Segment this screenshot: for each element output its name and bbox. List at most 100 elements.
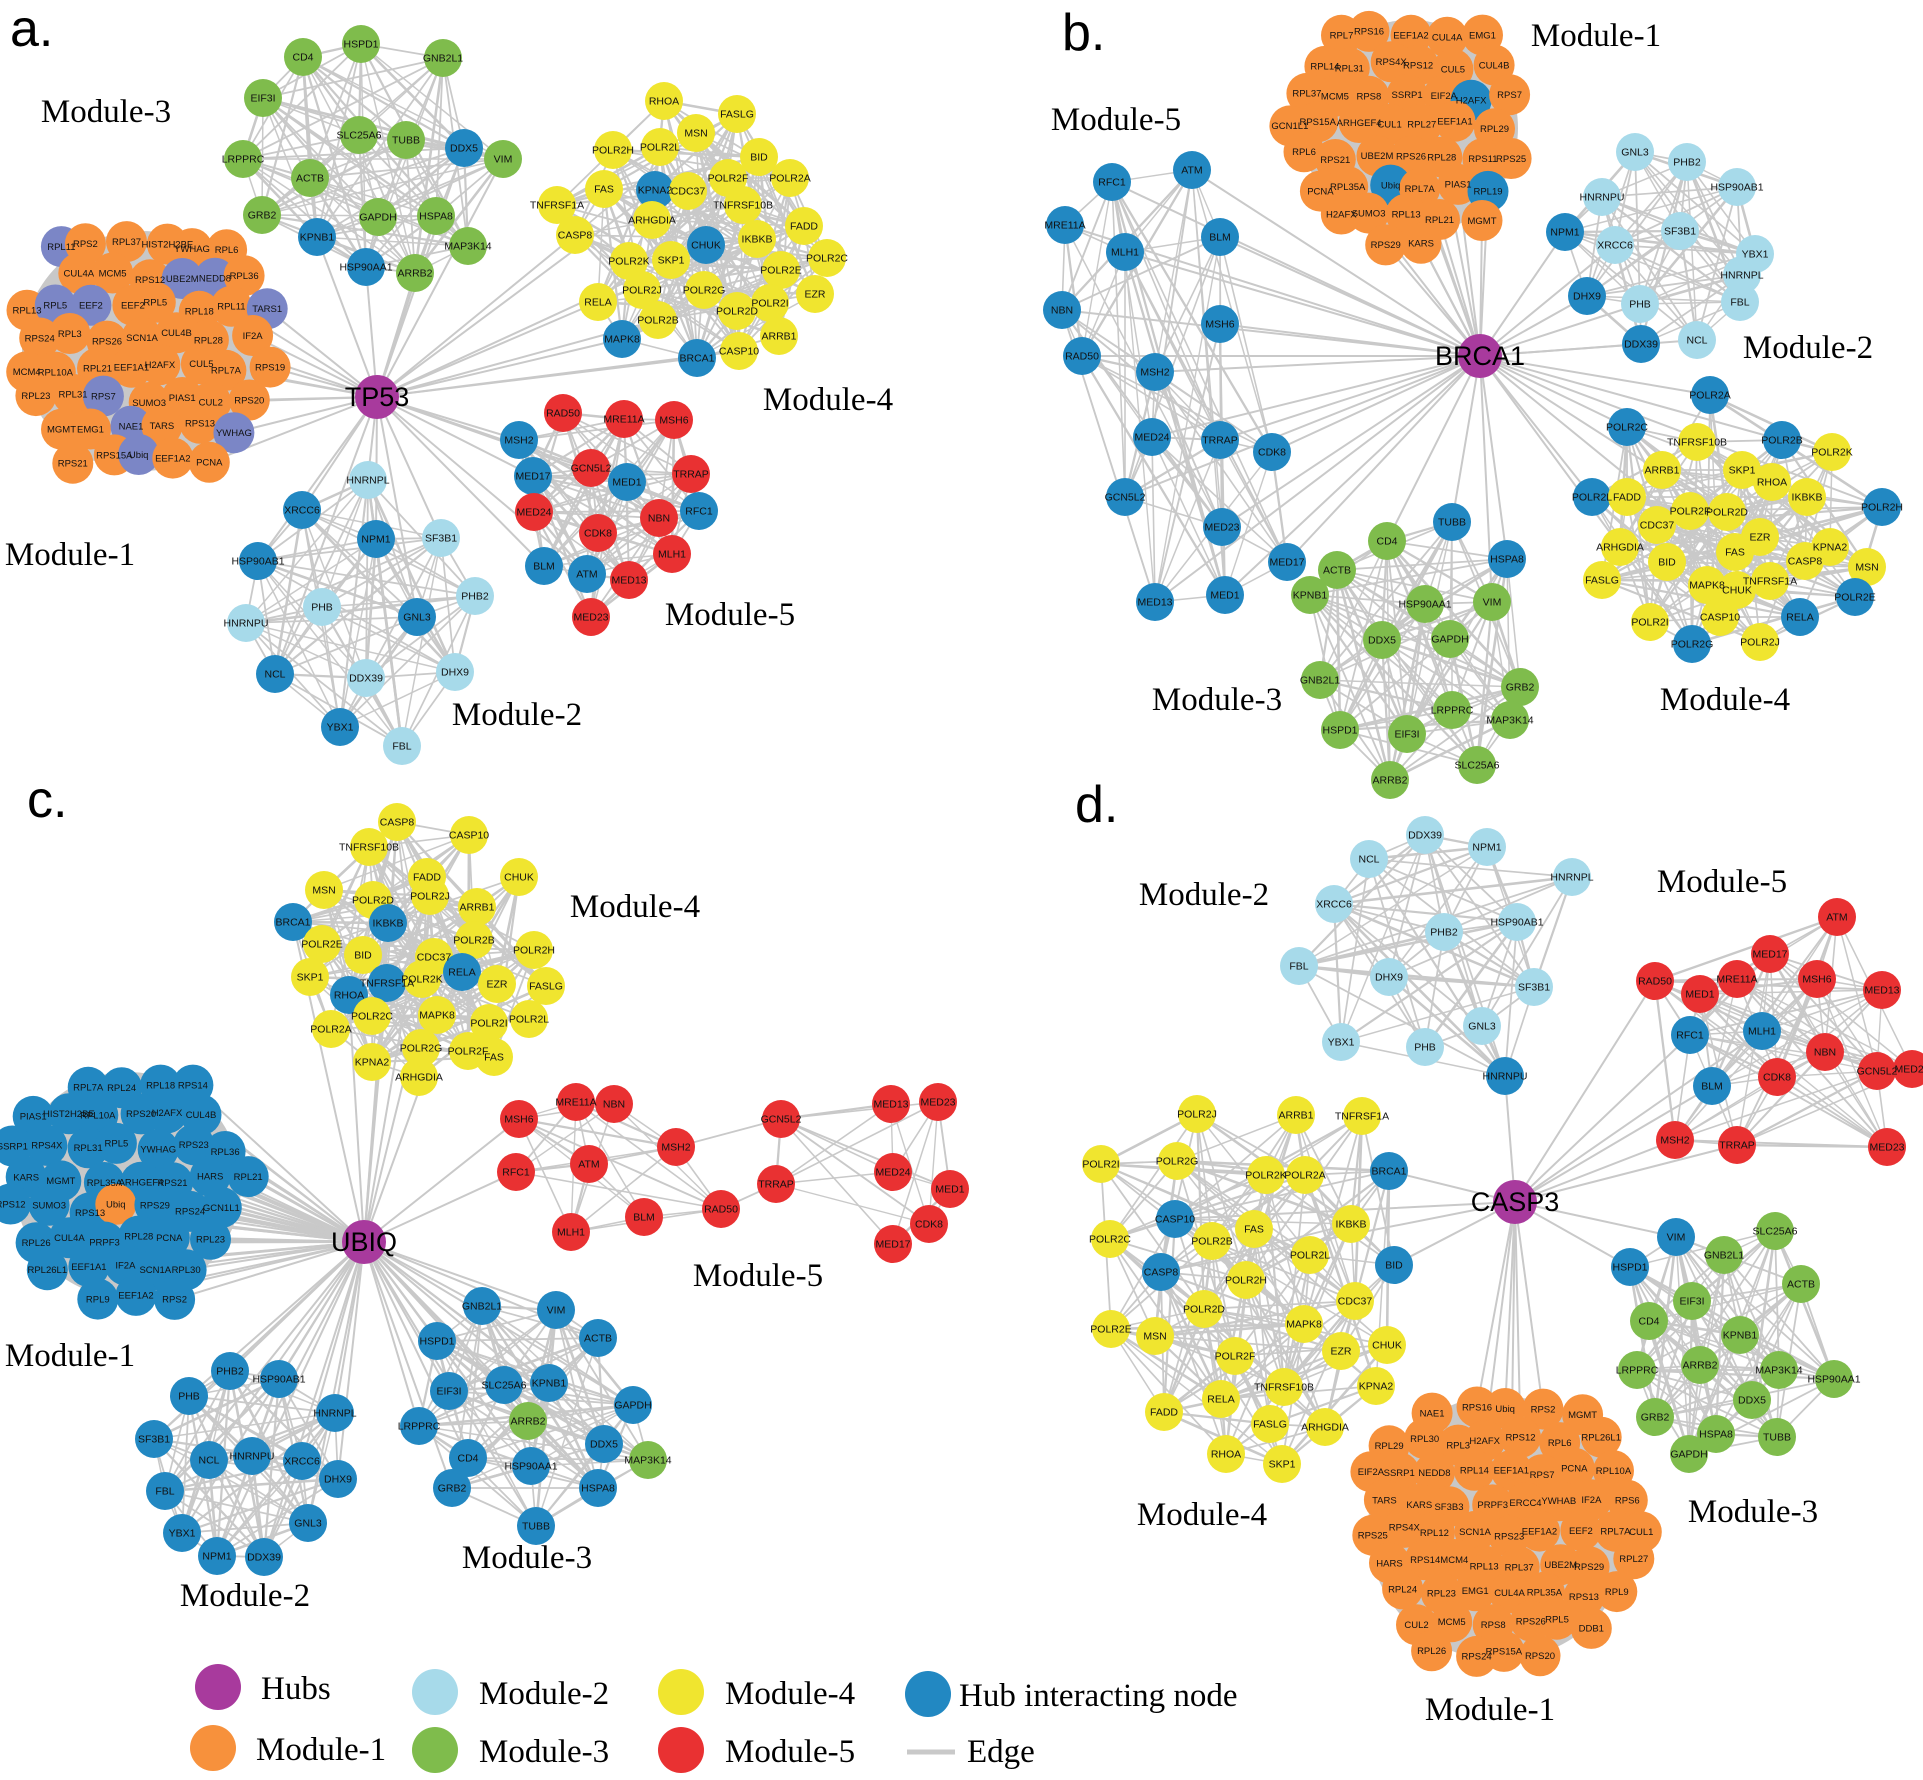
svg-text:FADD: FADD <box>413 872 441 884</box>
svg-text:RPS12: RPS12 <box>1505 1433 1535 1444</box>
svg-text:DDX5: DDX5 <box>1738 1395 1766 1407</box>
svg-text:POLR2C: POLR2C <box>806 253 848 265</box>
svg-text:HNRNPL: HNRNPL <box>346 475 389 487</box>
svg-text:ATM: ATM <box>1826 912 1847 924</box>
svg-text:a.: a. <box>10 0 53 58</box>
svg-text:Module-2: Module-2 <box>452 697 582 733</box>
svg-text:MSN: MSN <box>684 128 707 140</box>
svg-text:SCN1A: SCN1A <box>126 333 158 344</box>
svg-text:MAP3K14: MAP3K14 <box>624 1455 671 1467</box>
svg-text:RHOA: RHOA <box>334 990 364 1002</box>
svg-text:POLR2I: POLR2I <box>470 1018 507 1030</box>
svg-text:RPL3: RPL3 <box>58 329 82 340</box>
svg-text:HNRNPL: HNRNPL <box>313 1408 356 1420</box>
svg-text:MSN: MSN <box>1855 562 1878 574</box>
svg-text:HNRNPL: HNRNPL <box>1720 270 1763 282</box>
svg-text:MAP3K14: MAP3K14 <box>1486 715 1533 727</box>
svg-text:CD4: CD4 <box>292 52 313 64</box>
svg-text:FADD: FADD <box>1613 492 1641 504</box>
svg-text:RPL21: RPL21 <box>83 364 112 375</box>
svg-text:HSPA8: HSPA8 <box>419 211 453 223</box>
svg-text:SUMO3: SUMO3 <box>32 1201 66 1212</box>
svg-text:RPS13: RPS13 <box>1569 1592 1599 1603</box>
svg-text:EMG1: EMG1 <box>1462 1586 1489 1597</box>
svg-text:IKBKB: IKBKB <box>1792 492 1823 504</box>
svg-text:TUBB: TUBB <box>522 1521 550 1533</box>
svg-text:H2AFX: H2AFX <box>1469 1436 1500 1447</box>
svg-text:POLR2L: POLR2L <box>640 142 680 154</box>
svg-text:RPL36: RPL36 <box>230 271 259 282</box>
svg-text:TNFRSF1A: TNFRSF1A <box>360 978 414 990</box>
svg-text:POLR2A: POLR2A <box>1689 390 1730 402</box>
svg-text:H2AFX: H2AFX <box>145 360 176 371</box>
svg-text:GNL3: GNL3 <box>1468 1021 1496 1033</box>
svg-text:RPL12: RPL12 <box>1420 1528 1449 1539</box>
svg-text:CDK8: CDK8 <box>1258 447 1286 459</box>
svg-text:MRE11A: MRE11A <box>1716 974 1757 986</box>
svg-text:RPL31: RPL31 <box>58 390 87 401</box>
svg-text:RPL7A: RPL7A <box>73 1083 104 1094</box>
svg-text:RPS16: RPS16 <box>1354 27 1384 38</box>
svg-text:POLR2B: POLR2B <box>1191 1236 1232 1248</box>
svg-text:POLR2F: POLR2F <box>448 1046 489 1058</box>
svg-text:BRCA1: BRCA1 <box>275 917 310 929</box>
svg-text:EZR: EZR <box>487 979 508 991</box>
svg-text:CDK8: CDK8 <box>1763 1072 1791 1084</box>
svg-text:TARS1: TARS1 <box>252 304 282 315</box>
svg-text:CDK8: CDK8 <box>915 1219 943 1231</box>
svg-text:RPL3: RPL3 <box>1446 1441 1470 1452</box>
svg-text:HSPD1: HSPD1 <box>343 39 378 51</box>
svg-text:RPS14: RPS14 <box>178 1081 208 1092</box>
svg-text:RPL6: RPL6 <box>215 245 239 256</box>
svg-text:EIF3I: EIF3I <box>436 1386 461 1398</box>
svg-text:RPL23: RPL23 <box>1427 1588 1456 1599</box>
svg-text:PHB2: PHB2 <box>1673 157 1701 169</box>
svg-text:RPL18: RPL18 <box>146 1080 175 1091</box>
svg-text:Module-5: Module-5 <box>1051 102 1181 138</box>
svg-text:EEF2: EEF2 <box>79 301 103 312</box>
svg-text:POLR2C: POLR2C <box>1606 422 1648 434</box>
svg-text:POLR2K: POLR2K <box>608 256 649 268</box>
svg-text:TNFRSF10B: TNFRSF10B <box>713 200 773 212</box>
svg-text:Hubs: Hubs <box>261 1671 331 1707</box>
svg-text:LRPPRC: LRPPRC <box>1431 705 1474 717</box>
svg-text:RPL35A: RPL35A <box>1330 182 1366 193</box>
svg-text:SKP1: SKP1 <box>1269 1459 1296 1471</box>
svg-text:RPS29: RPS29 <box>1574 1562 1604 1573</box>
svg-text:PCNA: PCNA <box>1307 187 1334 198</box>
svg-text:RPL13: RPL13 <box>1470 1561 1499 1572</box>
svg-text:HSPD1: HSPD1 <box>1322 725 1357 737</box>
svg-text:FADD: FADD <box>790 221 818 233</box>
svg-text:POLR2A: POLR2A <box>310 1024 351 1036</box>
svg-text:RPL5: RPL5 <box>1545 1615 1569 1626</box>
svg-text:SUMO3: SUMO3 <box>1352 208 1386 219</box>
svg-text:EIF2A: EIF2A <box>1358 1467 1385 1478</box>
svg-text:Module-1: Module-1 <box>1425 1692 1555 1728</box>
svg-text:HSP90AA1: HSP90AA1 <box>1398 599 1451 611</box>
svg-text:POLR2H: POLR2H <box>1861 502 1903 514</box>
svg-text:RPL23: RPL23 <box>21 391 50 402</box>
svg-text:RPL14: RPL14 <box>1310 62 1339 73</box>
svg-text:MGMT: MGMT <box>1568 1410 1597 1421</box>
svg-text:NAE1: NAE1 <box>119 422 144 433</box>
svg-text:RPL37: RPL37 <box>112 237 141 248</box>
svg-text:RPS13: RPS13 <box>185 419 215 430</box>
svg-text:FASLG: FASLG <box>1585 575 1619 587</box>
svg-text:SF3B3: SF3B3 <box>1434 1502 1463 1513</box>
svg-text:POLR2D: POLR2D <box>716 306 758 318</box>
svg-text:HIST2H2BE: HIST2H2BE <box>142 240 194 251</box>
svg-text:POLR2K: POLR2K <box>401 974 442 986</box>
svg-text:POLR2K: POLR2K <box>1245 1170 1286 1182</box>
svg-text:MSH2: MSH2 <box>504 435 533 447</box>
svg-text:RPL5: RPL5 <box>143 298 167 309</box>
svg-text:RFC1: RFC1 <box>685 506 713 518</box>
svg-text:NPM1: NPM1 <box>361 534 390 546</box>
svg-text:EEF1A1: EEF1A1 <box>114 363 149 374</box>
svg-text:Edge: Edge <box>967 1734 1035 1770</box>
svg-text:KARS: KARS <box>1408 239 1434 250</box>
svg-text:POLR2C: POLR2C <box>351 1011 393 1023</box>
svg-text:CASP10: CASP10 <box>449 830 489 842</box>
svg-text:POLR2B: POLR2B <box>637 315 678 327</box>
svg-text:Module-5: Module-5 <box>693 1258 823 1294</box>
svg-text:c.: c. <box>27 771 67 829</box>
